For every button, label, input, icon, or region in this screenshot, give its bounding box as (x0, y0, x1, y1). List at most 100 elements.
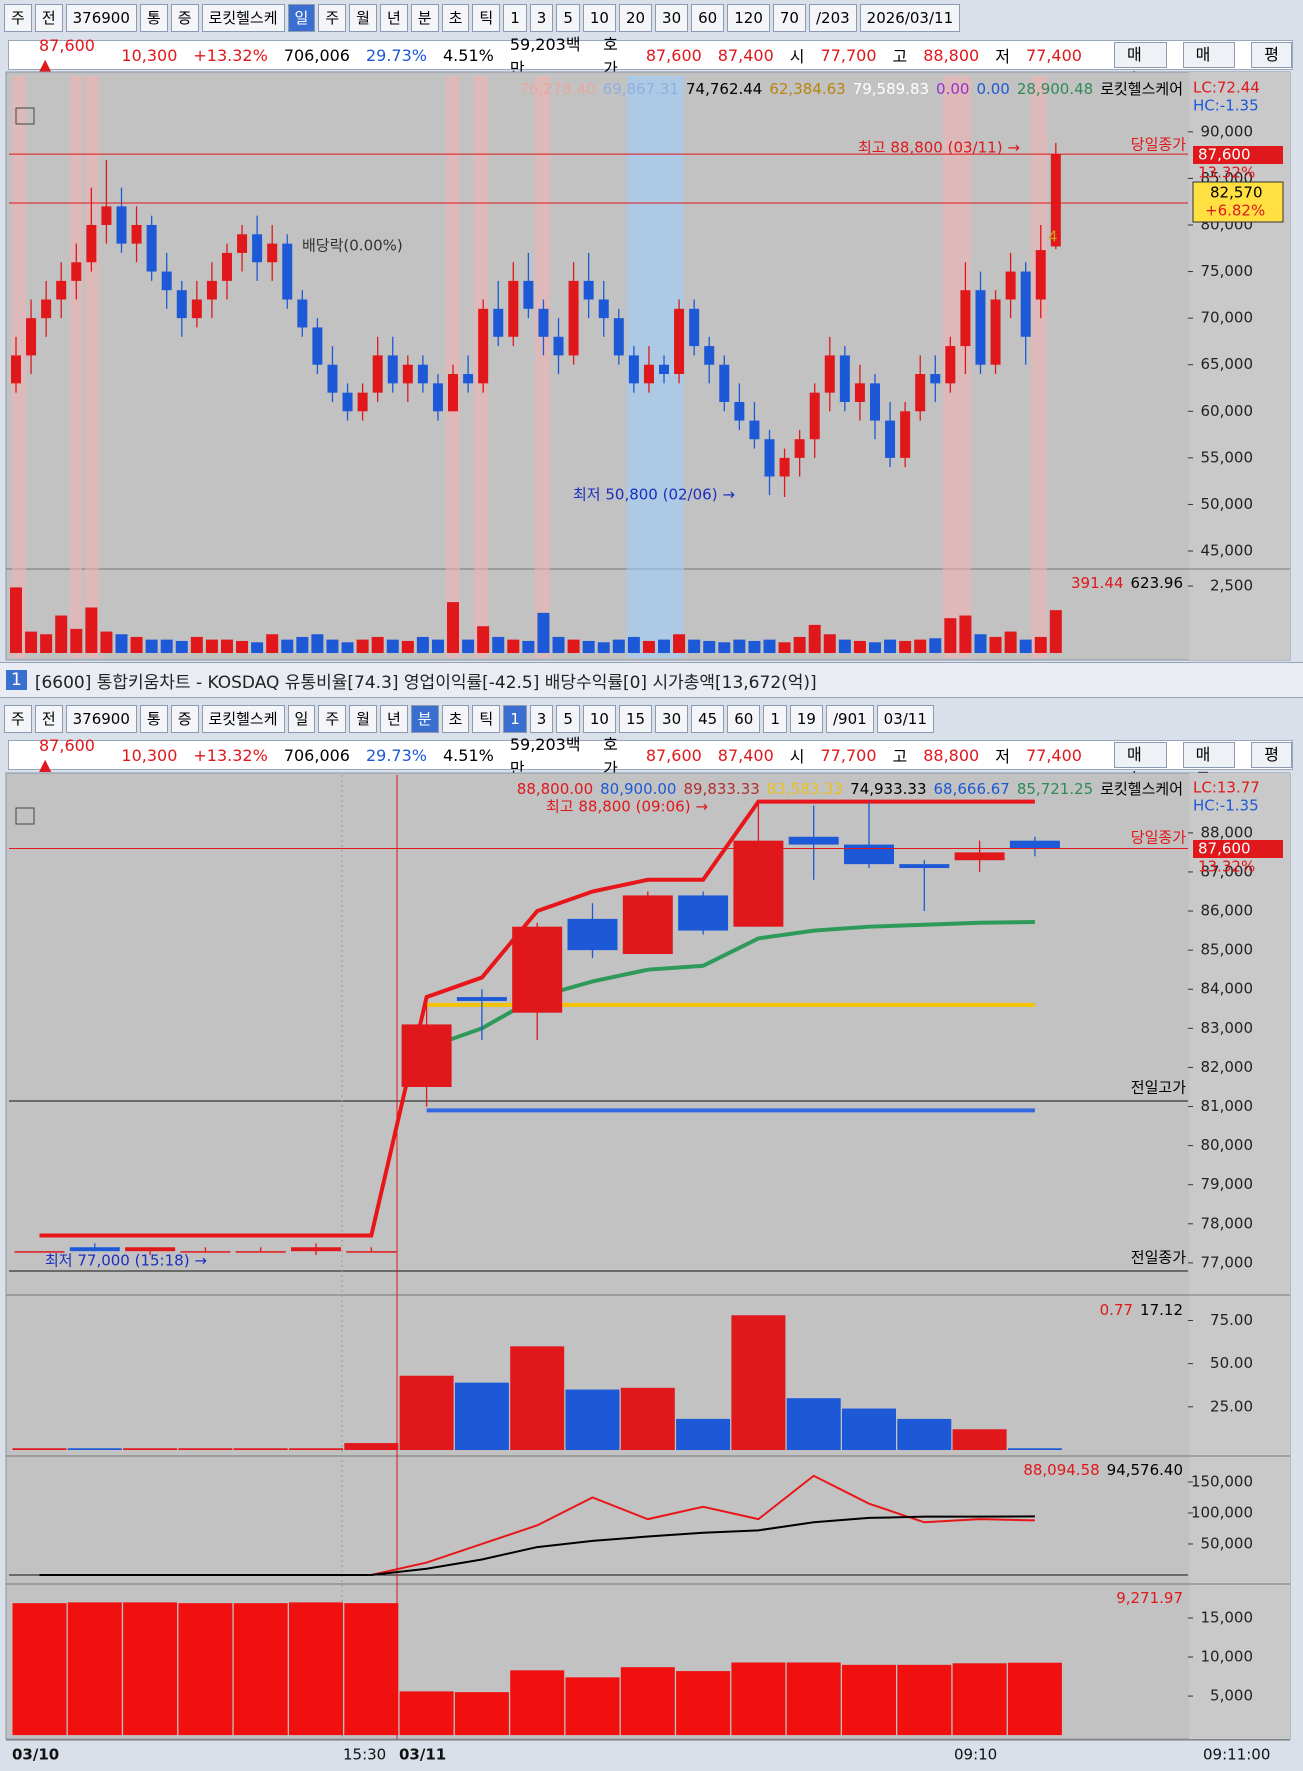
volume-bar (1034, 636, 1047, 653)
volume-bar (356, 639, 369, 653)
x-tick-label: 09:11:00 (1203, 1746, 1270, 1764)
hc-label: HC:-1.35 (1193, 97, 1259, 115)
legend-value: 76,278.40 (519, 80, 595, 98)
legend-value: 89,833.33 (683, 780, 759, 798)
volume-bar (492, 636, 505, 653)
y-tick-label: 77,000 (1201, 1253, 1254, 1271)
toolbar-button[interactable]: 60 (691, 4, 725, 32)
quote-item: 29.73% (365, 45, 427, 65)
toolbar-button[interactable]: 로킷헬스케 (201, 705, 285, 733)
toolbar-button[interactable]: 3 (529, 705, 554, 733)
order-button[interactable]: 매수 (1113, 42, 1167, 88)
toolbar-button[interactable]: 376900 (65, 4, 137, 32)
legend-value: 62,384.63 (769, 80, 845, 98)
x-tick-label: 09:10 (954, 1746, 997, 1764)
legend-value: 623.96 (1131, 574, 1184, 592)
toolbar-button[interactable]: 1 (503, 705, 527, 733)
order-button[interactable]: 평 (1251, 42, 1292, 68)
toolbar-button[interactable]: 20 (618, 4, 653, 32)
toolbar-button[interactable]: 일 (287, 4, 316, 32)
toolbar-button[interactable]: 틱 (472, 4, 501, 32)
candle-body (267, 243, 278, 263)
volume-bar (989, 636, 1002, 653)
toolbar-button[interactable]: 전 (34, 705, 63, 733)
candle-body (960, 290, 971, 347)
toolbar-button[interactable]: 증 (170, 705, 199, 733)
toolbar-button[interactable]: 45 (691, 705, 725, 733)
volume-bar (522, 640, 535, 653)
candle-body (252, 234, 263, 263)
toolbar-button[interactable]: 60 (727, 705, 761, 733)
candle-body (456, 997, 507, 1001)
quote-item: 4.51% (443, 745, 494, 765)
toolbar-button[interactable]: 분 (410, 705, 439, 733)
candle-body (628, 355, 639, 384)
candle-body (899, 864, 950, 869)
toolbar-button[interactable]: 전 (34, 4, 63, 32)
toolbar-button[interactable]: 주 (318, 4, 347, 32)
y-tick-label: 79,000 (1201, 1175, 1254, 1193)
toolbar-button[interactable]: 2026/03/11 (859, 4, 961, 32)
y-tick-label: 78,000 (1201, 1214, 1254, 1232)
toolbar-button[interactable]: 통 (139, 705, 168, 733)
toolbar-button[interactable]: 3 (529, 4, 554, 32)
toolbar-button[interactable]: 월 (349, 705, 377, 733)
candle-body (659, 364, 670, 375)
toolbar-button[interactable]: 1 (763, 705, 787, 733)
legend: 88,800.00 80,900.00 89,833.33 83,583.33 74,9… (517, 780, 1183, 798)
volume-bar (296, 636, 309, 653)
toolbar-button[interactable]: 5 (556, 705, 580, 733)
toolbar-button[interactable]: /901 (825, 705, 874, 733)
volume-bar (627, 636, 640, 653)
candle-body (844, 844, 894, 865)
toolbar-button[interactable]: 틱 (472, 705, 501, 733)
toolbar-button[interactable]: 5 (556, 4, 580, 32)
toolbar-button[interactable]: 15 (618, 705, 653, 733)
toolbar-button[interactable]: 주 (4, 4, 32, 32)
toolbar-button[interactable]: 로킷헬스케 (201, 4, 285, 32)
toolbar-button[interactable]: 초 (441, 4, 470, 32)
toolbar-button[interactable]: 년 (379, 4, 408, 32)
candle-body (794, 439, 805, 458)
minute-axis-area (1189, 773, 1290, 1739)
toolbar-button[interactable]: /203 (808, 4, 857, 32)
candle-body (553, 336, 564, 356)
toolbar-button[interactable]: 30 (655, 4, 689, 32)
toolbar-button[interactable]: 376900 (65, 705, 137, 733)
toolbar-button[interactable]: 120 (727, 4, 770, 32)
toolbar-button[interactable]: 월 (349, 4, 377, 32)
close-line-label: 당일종가 (1131, 136, 1186, 154)
candle-body (221, 252, 232, 281)
toolbar-button[interactable]: 일 (287, 705, 316, 733)
toolbar-button[interactable]: 주 (318, 705, 347, 733)
toolbar-button[interactable]: 1 (503, 4, 527, 32)
high-annotation: 최고 88,800 (09:06) → (546, 798, 708, 816)
candle-body (342, 392, 353, 412)
low-annotation: 최저 77,000 (15:18) → (45, 1252, 207, 1270)
toolbar-button[interactable]: 년 (379, 705, 408, 733)
amount-bar (233, 1603, 288, 1736)
volume-bar (507, 639, 520, 653)
y-tick-label: 75,000 (1201, 262, 1254, 280)
legend-value: 94,576.40 (1107, 1461, 1183, 1479)
change-label: 13.32% (1198, 164, 1255, 182)
toolbar-button[interactable]: 10 (582, 705, 616, 733)
toolbar-button[interactable]: 통 (139, 4, 168, 32)
toolbar-button[interactable]: 주 (4, 705, 32, 733)
toolbar-button[interactable]: 분 (410, 4, 439, 32)
volume-bar (778, 642, 791, 653)
toolbar-button[interactable]: 03/11 (876, 705, 934, 733)
candle-body (180, 1251, 231, 1253)
volume-bar (160, 639, 173, 653)
toolbar-button[interactable]: 70 (772, 4, 806, 32)
y-tick-label: 150,000 (1191, 1472, 1253, 1490)
toolbar-button[interactable]: 30 (655, 705, 689, 733)
toolbar-button[interactable]: 10 (582, 4, 616, 32)
toolbar-button[interactable]: 증 (170, 4, 199, 32)
order-button[interactable]: 평 (1251, 742, 1292, 768)
toolbar-button[interactable]: 19 (789, 705, 823, 733)
indicator-line (39, 799, 1035, 1238)
quote-item: 저 (995, 47, 1010, 66)
toolbar: 주 전 376900 통 증 로킷헬스케 일 주 월 년 분 초 틱 1 3 5 10 20 30 60 120 70/2… (4, 2, 1293, 34)
toolbar-button[interactable]: 초 (441, 705, 470, 733)
